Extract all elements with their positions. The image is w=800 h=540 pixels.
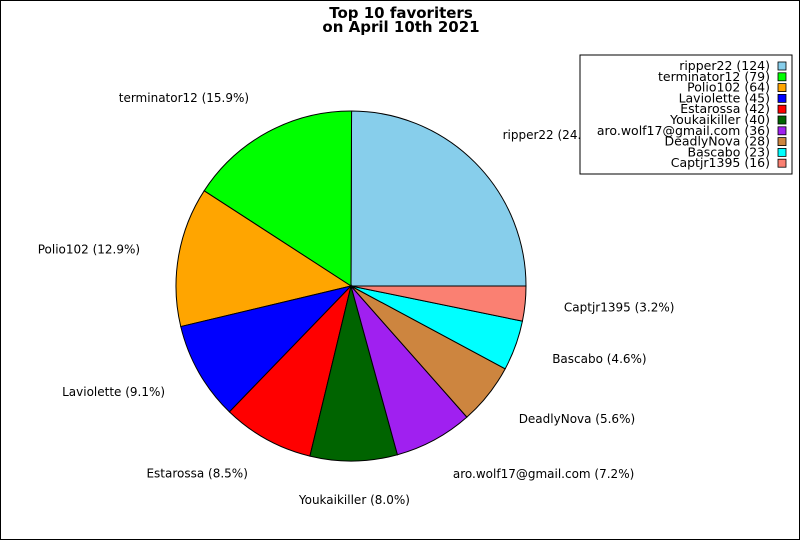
legend-label-bascabo: Bascabo (23) xyxy=(688,144,771,159)
legend-swatch-ripper22 xyxy=(777,61,787,71)
legend-label-polio102: Polio102 (64) xyxy=(687,80,770,95)
legend-swatch-polio102 xyxy=(777,83,787,92)
pie-slice-polio102 xyxy=(175,190,353,328)
pie-slice-laviolette xyxy=(180,285,353,413)
legend-label-terminator12: terminator12 (79) xyxy=(658,69,770,84)
slice-label-terminator12: terminator12 (15.9%) xyxy=(119,91,249,105)
slice-label-deadlynova: DeadlyNova (5.6%) xyxy=(519,412,635,426)
chart-title: Top 10 favoriters on April 10th 2021 xyxy=(322,4,479,36)
legend-swatch-bascabo xyxy=(777,147,787,157)
slice-label-ripper22: ripper22 (24.9%) xyxy=(503,128,605,142)
legend-swatch-aro-wolf17-gmail-com xyxy=(777,126,787,136)
legend-label-laviolette: Laviolette (45) xyxy=(679,90,770,105)
chart-title-line-1: Top 10 favoriters xyxy=(329,4,473,22)
legend-label-deadlynova: DeadlyNova (28) xyxy=(665,134,770,149)
pie-slice-terminator12 xyxy=(203,110,353,287)
slice-label-polio102: Polio102 (12.9%) xyxy=(38,243,140,257)
chart-legend: ripper22 (124)terminator12 (79)Polio102 … xyxy=(579,54,793,175)
legend-swatch-laviolette xyxy=(777,94,787,103)
slice-label-aro-wolf17-gmail-com: aro.wolf17@gmail.com (7.2%) xyxy=(453,467,634,481)
slice-label-youkaikiller: Youkaikiller (8.0%) xyxy=(298,493,410,507)
legend-label-estarossa: Estarossa (42) xyxy=(680,101,770,116)
chart-title-line-2: on April 10th 2021 xyxy=(322,18,479,36)
legend-label-youkaikiller: Youkaikiller (40) xyxy=(669,112,770,127)
legend-swatch-captjr1395 xyxy=(777,158,787,168)
legend-label-aro-wolf17-gmail-com: aro.wolf17@gmail.com (36) xyxy=(597,123,770,138)
pie-slices xyxy=(175,110,527,462)
pie-labels: ripper22 (24.9%) terminator12 (15.9%) Poli… xyxy=(38,91,675,507)
pie-slice-youkaikiller xyxy=(309,284,399,462)
legend-swatch-youkaikiller xyxy=(777,115,787,125)
legend-label-captjr1395: Captjr1395 (16) xyxy=(671,155,770,170)
slice-label-bascabo: Bascabo (4.6%) xyxy=(552,352,646,366)
legend-swatch-estarossa xyxy=(777,104,787,114)
pie-slice-ripper22 xyxy=(350,110,527,287)
legend-box xyxy=(579,54,793,175)
pie-slice-captjr1395 xyxy=(350,285,527,322)
legend-label-ripper22: ripper22 (124) xyxy=(679,58,770,73)
slice-label-estarossa: Estarossa (8.5%) xyxy=(146,467,247,481)
slice-label-laviolette: Laviolette (9.1%) xyxy=(62,385,165,399)
legend-swatch-deadlynova xyxy=(777,137,787,147)
pie-slice-estarossa xyxy=(228,284,352,457)
slice-label-captjr1395: Captjr1395 (3.2%) xyxy=(564,301,675,315)
legend-swatch-terminator12 xyxy=(777,72,787,82)
